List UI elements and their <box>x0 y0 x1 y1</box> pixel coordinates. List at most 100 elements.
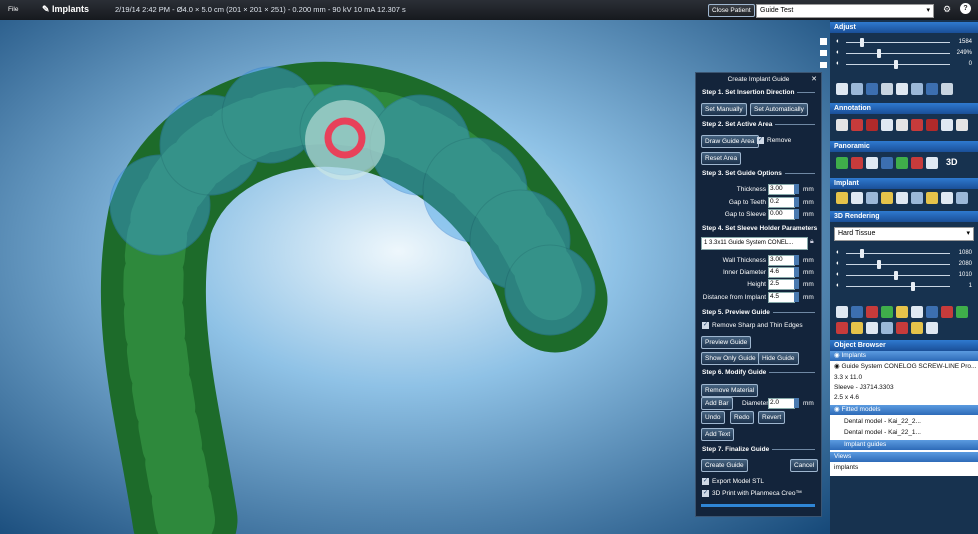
tool-icon[interactable] <box>941 83 953 95</box>
tool-icon[interactable] <box>926 306 938 318</box>
panoramic-3d[interactable]: 3D <box>946 157 958 167</box>
tool-icon[interactable] <box>836 119 848 131</box>
tool-icon[interactable] <box>851 83 863 95</box>
view-row[interactable]: implants <box>834 464 859 471</box>
tool-icon[interactable] <box>896 83 908 95</box>
tool-icon[interactable] <box>851 306 863 318</box>
tool-icon[interactable] <box>911 306 923 318</box>
tool-icon[interactable] <box>926 119 938 131</box>
object-row[interactable]: Dental model - Kai_22_2... <box>844 418 921 425</box>
slider-thumb[interactable] <box>877 260 881 269</box>
tool-icon[interactable] <box>896 306 908 318</box>
tool-icon[interactable] <box>866 192 878 204</box>
tool-icon[interactable] <box>851 322 863 334</box>
tool-icon[interactable] <box>836 157 848 169</box>
settings-icon[interactable]: ⚙ <box>943 4 952 14</box>
tool-icon[interactable] <box>851 119 863 131</box>
tool-icon[interactable] <box>881 157 893 169</box>
tool-icon[interactable] <box>866 83 878 95</box>
tool-icon[interactable] <box>956 119 968 131</box>
group-row[interactable]: ◉ Implants <box>830 351 978 361</box>
tool-icon[interactable] <box>851 192 863 204</box>
button[interactable]: Set Manually <box>701 103 747 116</box>
tool-icon[interactable] <box>881 322 893 334</box>
field-input[interactable]: 4.5 <box>768 292 795 303</box>
viewport[interactable] <box>0 20 830 534</box>
tool-icon[interactable] <box>911 157 923 169</box>
spinner[interactable] <box>794 398 799 408</box>
checkbox[interactable]: Remove <box>757 137 791 144</box>
button[interactable]: Show Only Guide <box>701 352 760 365</box>
tool-icon[interactable] <box>866 322 878 334</box>
tool-icon[interactable] <box>911 83 923 95</box>
tool-icon[interactable] <box>941 119 953 131</box>
tool-icon[interactable] <box>956 306 968 318</box>
field-input[interactable]: 2.0 <box>768 398 795 409</box>
tool-icon[interactable] <box>866 157 878 169</box>
group-row[interactable]: Views <box>830 452 978 462</box>
button[interactable]: Preview Guide <box>701 336 752 349</box>
checkbox[interactable]: Export Model STL <box>702 478 764 485</box>
spinner[interactable] <box>794 255 799 265</box>
file-menu[interactable]: File <box>8 6 19 13</box>
button[interactable]: Remove Material <box>701 384 759 397</box>
spinner[interactable] <box>794 184 799 194</box>
tool-icon[interactable] <box>881 119 893 131</box>
tool-icon[interactable] <box>881 192 893 204</box>
tool-icon[interactable] <box>926 322 938 334</box>
help-icon[interactable]: ? <box>960 3 971 14</box>
slider-thumb[interactable] <box>894 271 898 280</box>
slider-thumb[interactable] <box>860 249 864 258</box>
section-header[interactable]: Adjust <box>830 22 978 33</box>
tool-icon[interactable] <box>911 119 923 131</box>
section-header[interactable]: Panoramic <box>830 141 978 152</box>
button[interactable]: Hide Guide <box>758 352 799 365</box>
field-input[interactable]: 0.00 <box>768 209 795 220</box>
tool-icon[interactable] <box>836 192 848 204</box>
tool-icon[interactable] <box>956 192 968 204</box>
button[interactable]: Revert <box>758 411 786 424</box>
checkbox[interactable]: Remove Sharp and Thin Edges <box>702 322 803 329</box>
spinner[interactable] <box>794 197 799 207</box>
spinner[interactable] <box>794 209 799 219</box>
tool-icon[interactable] <box>896 192 908 204</box>
checkbox[interactable]: 3D Print with Planmeca Creo™ <box>702 490 802 497</box>
field-input[interactable]: 0.2 <box>768 197 795 208</box>
field-input[interactable]: 3.00 <box>768 184 795 195</box>
button[interactable]: Add Text <box>701 428 735 441</box>
tool-icon[interactable] <box>881 83 893 95</box>
slider-thumb[interactable] <box>894 60 898 69</box>
button[interactable]: Undo <box>701 411 725 424</box>
section-header[interactable]: Annotation <box>830 103 978 114</box>
field-input[interactable]: 4.6 <box>768 267 795 278</box>
tool-icon[interactable] <box>881 306 893 318</box>
slider-thumb[interactable] <box>911 282 915 291</box>
dialog-close[interactable]: ✕ <box>811 76 817 83</box>
group-row[interactable]: Implant guides <box>830 440 978 450</box>
button[interactable]: Create Guide <box>701 459 748 472</box>
lock-icon[interactable]: 🔒︎ <box>810 238 814 245</box>
object-row[interactable]: Dental model - Kai_22_1... <box>844 429 921 436</box>
section-header[interactable]: 3D Rendering <box>830 211 978 222</box>
tool-icon[interactable] <box>896 322 908 334</box>
tool-icon[interactable] <box>896 157 908 169</box>
tool-icon[interactable] <box>926 157 938 169</box>
button[interactable]: Cancel <box>790 459 819 472</box>
tool-icon[interactable] <box>941 306 953 318</box>
tool-icon[interactable] <box>911 192 923 204</box>
tool-icon[interactable] <box>926 83 938 95</box>
tool-icon[interactable] <box>911 322 923 334</box>
button[interactable]: Set Automatically <box>750 103 808 116</box>
button[interactable]: Redo <box>730 411 754 424</box>
tool-icon[interactable] <box>926 192 938 204</box>
button[interactable]: Draw Guide Area <box>701 135 759 148</box>
spinner[interactable] <box>794 267 799 277</box>
spinner[interactable] <box>794 292 799 302</box>
tool-icon[interactable] <box>866 306 878 318</box>
tool-icon[interactable] <box>851 157 863 169</box>
tool-icon[interactable] <box>866 119 878 131</box>
section-header[interactable]: Implant <box>830 178 978 189</box>
object-row[interactable]: ◉ Guide System CONELOG SCREW-LINE Pro... <box>834 363 977 370</box>
preset-dropdown[interactable]: Hard Tissue ▾ <box>834 227 974 241</box>
slider-thumb[interactable] <box>860 38 864 47</box>
